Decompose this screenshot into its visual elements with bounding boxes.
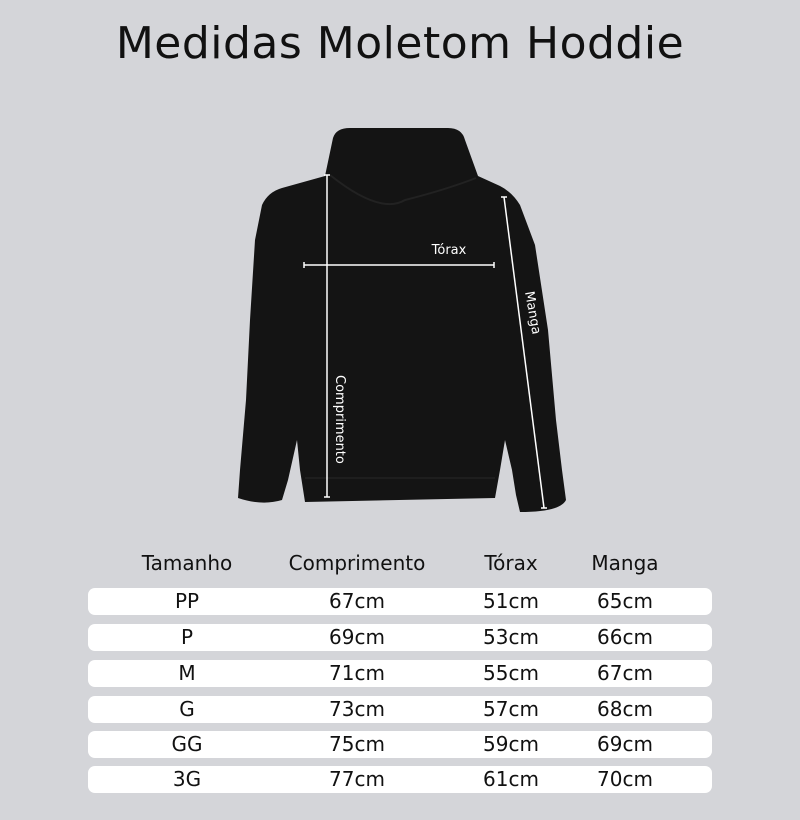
- cell-length: 73cm: [329, 697, 385, 721]
- header-sleeve: Manga: [591, 551, 659, 575]
- chest-measure-line: [303, 262, 495, 268]
- table-row: PP 67cm 51cm 65cm: [88, 588, 712, 615]
- cell-chest: 61cm: [483, 767, 539, 791]
- cell-length: 69cm: [329, 625, 385, 649]
- cell-size: GG: [171, 732, 203, 756]
- hoodie-diagram: Tórax Comprimento Manga: [238, 128, 566, 512]
- length-measure-line: [324, 174, 330, 498]
- cell-chest: 53cm: [483, 625, 539, 649]
- header-length: Comprimento: [288, 551, 426, 575]
- page-title: Medidas Moletom Hoddie: [115, 18, 685, 69]
- table-row: G 73cm 57cm 68cm: [88, 696, 712, 723]
- cell-size: G: [179, 697, 195, 721]
- sleeve-label: Manga: [521, 290, 543, 336]
- cell-length: 67cm: [329, 589, 385, 613]
- cell-sleeve: 66cm: [597, 625, 653, 649]
- cell-chest: 59cm: [483, 732, 539, 756]
- cell-size: PP: [174, 589, 200, 613]
- cell-size: 3G: [172, 767, 202, 791]
- table-header: Tamanho Comprimento Tórax Manga: [88, 550, 712, 577]
- cell-sleeve: 68cm: [597, 697, 653, 721]
- cell-sleeve: 70cm: [597, 767, 653, 791]
- table-row: 3G 77cm 61cm 70cm: [88, 766, 712, 793]
- header-chest: Tórax: [484, 551, 538, 575]
- cell-chest: 57cm: [483, 697, 539, 721]
- length-label: Comprimento: [332, 375, 347, 464]
- chest-label: Tórax: [431, 243, 467, 258]
- cell-length: 71cm: [329, 661, 385, 685]
- cell-sleeve: 69cm: [597, 732, 653, 756]
- table-row: GG 75cm 59cm 69cm: [88, 731, 712, 758]
- table-row: M 71cm 55cm 67cm: [88, 660, 712, 687]
- sleeve-measure-line: [501, 196, 547, 509]
- cell-length: 75cm: [329, 732, 385, 756]
- cell-size: P: [180, 625, 194, 649]
- cell-sleeve: 67cm: [597, 661, 653, 685]
- header-size: Tamanho: [141, 551, 233, 575]
- cell-size: M: [178, 661, 196, 685]
- cell-chest: 51cm: [483, 589, 539, 613]
- hoodie-illustration: [238, 128, 566, 512]
- table-row: P 69cm 53cm 66cm: [88, 624, 712, 651]
- hood-opening: [329, 174, 477, 206]
- cell-length: 77cm: [329, 767, 385, 791]
- cell-sleeve: 65cm: [597, 589, 653, 613]
- cell-chest: 55cm: [483, 661, 539, 685]
